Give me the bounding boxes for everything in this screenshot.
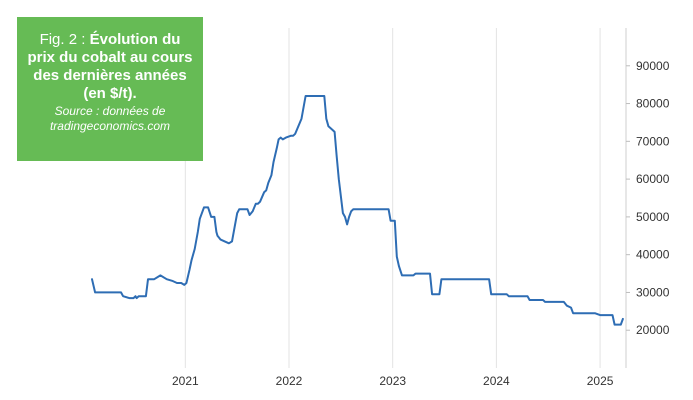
y-tick-label: 70000: [636, 134, 670, 148]
grid-lines: [184, 28, 630, 368]
y-tick-label: 40000: [636, 248, 670, 262]
caption-title-block: Fig. 2 : Évolution du prix du cobalt au …: [25, 31, 195, 103]
caption-source-line2: tradingeconomics.com: [49, 119, 171, 133]
y-tick-label: 20000: [636, 323, 670, 337]
x-axis-ticks: 2021 2022 2023 2024 2025: [172, 374, 614, 388]
figure-caption: Fig. 2 : Évolution du prix du cobalt au …: [17, 17, 203, 161]
y-tick-label: 50000: [636, 210, 670, 224]
caption-source-line1: Source : données de: [54, 104, 166, 118]
y-tick-label: 80000: [636, 97, 670, 111]
price-line-layer: [91, 95, 624, 326]
x-tick-label: 2024: [483, 374, 510, 388]
x-tick-label: 2022: [276, 374, 303, 388]
x-tick-label: 2025: [587, 374, 614, 388]
y-tick-label: 60000: [636, 172, 670, 186]
price-series-line: [91, 95, 624, 326]
y-axis-ticks: 20000 30000 40000 50000 60000 70000 80000 90000: [636, 59, 670, 337]
x-tick-label: 2021: [172, 374, 199, 388]
figure-label: Fig. 2 :: [39, 31, 90, 48]
y-tick-label: 30000: [636, 285, 670, 299]
y-tick-label: 90000: [636, 59, 670, 73]
x-tick-label: 2023: [379, 374, 406, 388]
caption-title: Évolution du prix du cobalt au cours des…: [27, 31, 193, 102]
